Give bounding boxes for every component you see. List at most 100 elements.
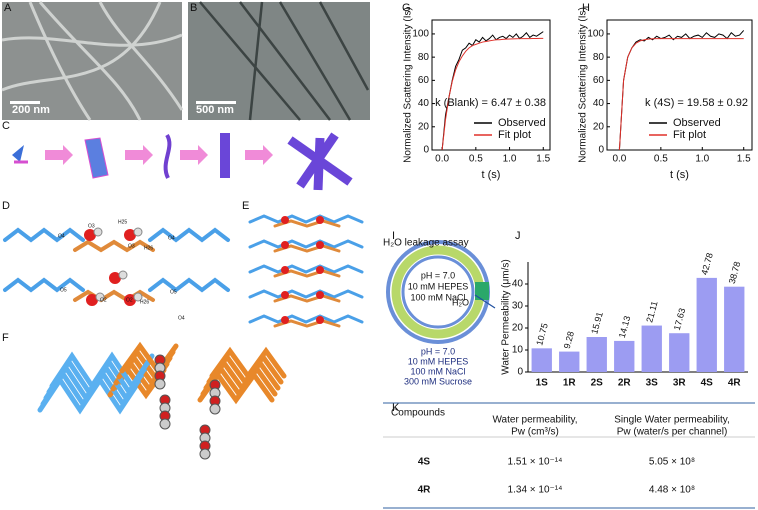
atom-label: O2 xyxy=(100,297,107,303)
bar xyxy=(669,333,690,372)
x-tick-label: 3R xyxy=(673,378,687,389)
hydrogen xyxy=(118,270,128,280)
panel-letter: G xyxy=(402,2,411,14)
x-tick-label: 1.0 xyxy=(695,154,709,165)
x-tick-label: 1R xyxy=(563,378,577,389)
value-label: 15.91 xyxy=(589,311,604,335)
panel-letter: B xyxy=(190,2,197,14)
bar xyxy=(559,351,580,372)
oxygen xyxy=(109,272,121,284)
bar xyxy=(586,336,607,372)
oxygen xyxy=(316,316,324,324)
atom xyxy=(199,448,211,460)
y-tick-label: 0 xyxy=(423,145,429,156)
outside-condition: 100 mM NaCl xyxy=(410,366,465,376)
panel-letter: K xyxy=(392,402,400,414)
table-cell: 1.51 × 10⁻¹⁴ xyxy=(508,457,563,468)
y-tick-label: 20 xyxy=(512,323,524,334)
hydrogen xyxy=(95,292,105,302)
outside-condition: pH = 7.0 xyxy=(421,346,455,356)
bond xyxy=(73,289,155,303)
table-cell: 4S xyxy=(418,457,431,468)
value-label: 42.78 xyxy=(699,252,714,276)
bar xyxy=(531,348,552,372)
oxygen xyxy=(84,229,96,241)
bond xyxy=(248,289,364,299)
legend-label: Observed xyxy=(498,117,546,129)
oxygen xyxy=(281,316,289,324)
x-tick-label: 1.0 xyxy=(503,154,517,165)
oxygen xyxy=(281,291,289,299)
hydrogen xyxy=(133,227,143,237)
y-tick-label: 40 xyxy=(512,279,524,290)
y-tick-label: 80 xyxy=(593,52,605,63)
micrograph-a xyxy=(2,2,182,120)
bond xyxy=(209,346,287,381)
bar xyxy=(724,286,745,372)
oxygen xyxy=(86,294,98,306)
scale-bar xyxy=(10,101,40,104)
table-header: Pw (cm³/s) xyxy=(511,427,559,438)
y-tick-label: 20 xyxy=(418,121,430,132)
bar xyxy=(641,325,662,372)
y-tick-label: 40 xyxy=(593,98,605,109)
panel-letter: I xyxy=(392,230,395,242)
panel-letter: H xyxy=(582,2,590,14)
oxygen xyxy=(124,294,136,306)
x-axis-label: t (s) xyxy=(670,169,689,181)
y-tick-label: 60 xyxy=(418,75,430,86)
plot-frame xyxy=(606,19,753,151)
value-label: 17.63 xyxy=(672,307,687,331)
panel-letter: C xyxy=(2,120,10,132)
y-tick-label: 10 xyxy=(512,345,524,356)
vesicle xyxy=(386,240,496,344)
inside-condition: pH = 7.0 xyxy=(421,270,455,280)
atom-label: O3 xyxy=(128,243,135,249)
value-label: 38.78 xyxy=(727,260,742,284)
y-tick-label: 100 xyxy=(587,29,604,40)
atom-label: O3 xyxy=(88,223,95,229)
bond xyxy=(148,227,230,243)
oxygen xyxy=(316,241,324,249)
legend-label: Observed xyxy=(673,117,721,129)
x-tick-label: 0.0 xyxy=(612,154,626,165)
table-cell: 5.05 × 10⁸ xyxy=(649,457,695,468)
table-header: Pw (water/s per channel) xyxy=(617,427,728,438)
y-axis-label: Water Permeability (μm/s) xyxy=(501,259,512,374)
y-tick-label: 40 xyxy=(418,98,430,109)
oxygen xyxy=(281,216,289,224)
bond xyxy=(49,351,155,391)
hydrogen xyxy=(133,292,143,302)
atom-label: O5 xyxy=(60,287,67,293)
fibers-b xyxy=(199,1,370,121)
x-tick-label: 1S xyxy=(536,378,549,389)
atom-label: O2 xyxy=(126,297,133,303)
x-tick-label: 1.5 xyxy=(737,154,751,165)
x-tick-label: 3S xyxy=(646,378,659,389)
bond xyxy=(248,264,364,274)
oxygen xyxy=(281,241,289,249)
x-tick-label: 0.0 xyxy=(435,154,449,165)
oxygen xyxy=(316,266,324,274)
outside-condition: 300 mM Sucrose xyxy=(404,376,472,386)
series-line xyxy=(618,30,745,151)
y-tick-label: 30 xyxy=(512,301,524,312)
plot-frame xyxy=(431,19,551,151)
atom xyxy=(154,378,166,390)
rate-annotation: k (4S) = 19.58 ± 0.92 xyxy=(645,97,748,109)
table-header: Water permeability, xyxy=(492,415,577,426)
y-tick-label: 60 xyxy=(593,75,605,86)
x-tick-label: 0.5 xyxy=(469,154,483,165)
series-line xyxy=(618,38,744,151)
bond xyxy=(248,239,364,249)
x-axis-label: t (s) xyxy=(482,169,501,181)
atom-label: H25 xyxy=(118,219,127,225)
scale-label: 500 nm xyxy=(196,104,234,116)
oxygen xyxy=(316,291,324,299)
atom-label: H26 xyxy=(144,245,153,251)
x-tick-label: 2R xyxy=(618,378,632,389)
y-tick-label: 100 xyxy=(412,29,429,40)
y-tick-label: 0 xyxy=(517,367,523,378)
atom-label: O4 xyxy=(58,233,65,239)
